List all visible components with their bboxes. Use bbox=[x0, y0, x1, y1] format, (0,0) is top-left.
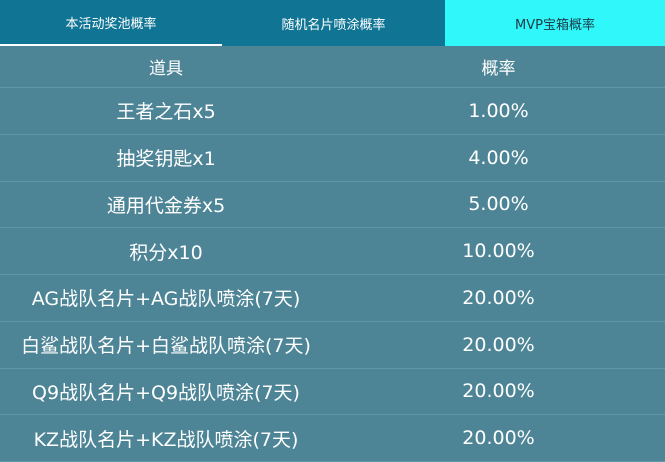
item-probability: 20.00% bbox=[462, 286, 535, 309]
item-probability: 20.00% bbox=[462, 427, 535, 450]
tab-bar: 本活动奖池概率 随机名片喷涂概率 MVP宝箱概率 bbox=[0, 0, 665, 46]
item-probability: 5.00% bbox=[468, 193, 529, 216]
item-probability: 20.00% bbox=[462, 333, 535, 356]
item-probability: 1.00% bbox=[468, 99, 529, 122]
table-row: 白鲨战队名片+白鲨战队喷涂(7天) 20.00% bbox=[0, 322, 665, 369]
tab-event-pool-probability[interactable]: 本活动奖池概率 bbox=[0, 0, 222, 46]
tab-random-card-spray-probability[interactable]: 随机名片喷涂概率 bbox=[281, 17, 386, 33]
item-name: 抽奖钥匙x1 bbox=[116, 148, 216, 171]
table-row: KZ战队名片+KZ战队喷涂(7天) 20.00% bbox=[0, 415, 665, 462]
item-name: 白鲨战队名片+白鲨战队喷涂(7天) bbox=[21, 335, 311, 358]
table-header-row: 道具 概率 bbox=[0, 46, 665, 88]
table-row: 通用代金券x5 5.00% bbox=[0, 182, 665, 229]
item-probability: 10.00% bbox=[462, 240, 535, 263]
table-row: 王者之石x5 1.00% bbox=[0, 88, 665, 135]
table-row: Q9战队名片+Q9战队喷涂(7天) 20.00% bbox=[0, 369, 665, 416]
item-name: 王者之石x5 bbox=[116, 101, 216, 124]
item-name: AG战队名片+AG战队喷涂(7天) bbox=[31, 288, 301, 311]
item-probability: 20.00% bbox=[462, 380, 535, 403]
table-row: 抽奖钥匙x1 4.00% bbox=[0, 135, 665, 182]
table-row: AG战队名片+AG战队喷涂(7天) 20.00% bbox=[0, 275, 665, 322]
item-name: 积分x10 bbox=[129, 241, 203, 264]
item-name: KZ战队名片+KZ战队喷涂(7天) bbox=[33, 428, 299, 451]
table-row: 积分x10 10.00% bbox=[0, 228, 665, 275]
item-name: Q9战队名片+Q9战队喷涂(7天) bbox=[32, 381, 300, 404]
probability-table: 道具 概率 王者之石x5 1.00% 抽奖钥匙x1 4.00% 通用代金券x5 … bbox=[0, 46, 665, 462]
header-item: 道具 bbox=[149, 59, 183, 79]
tab-mvp-chest-probability[interactable]: MVP宝箱概率 bbox=[445, 0, 665, 46]
header-probability: 概率 bbox=[481, 59, 516, 79]
item-name: 通用代金券x5 bbox=[106, 194, 226, 217]
item-probability: 4.00% bbox=[468, 146, 529, 169]
